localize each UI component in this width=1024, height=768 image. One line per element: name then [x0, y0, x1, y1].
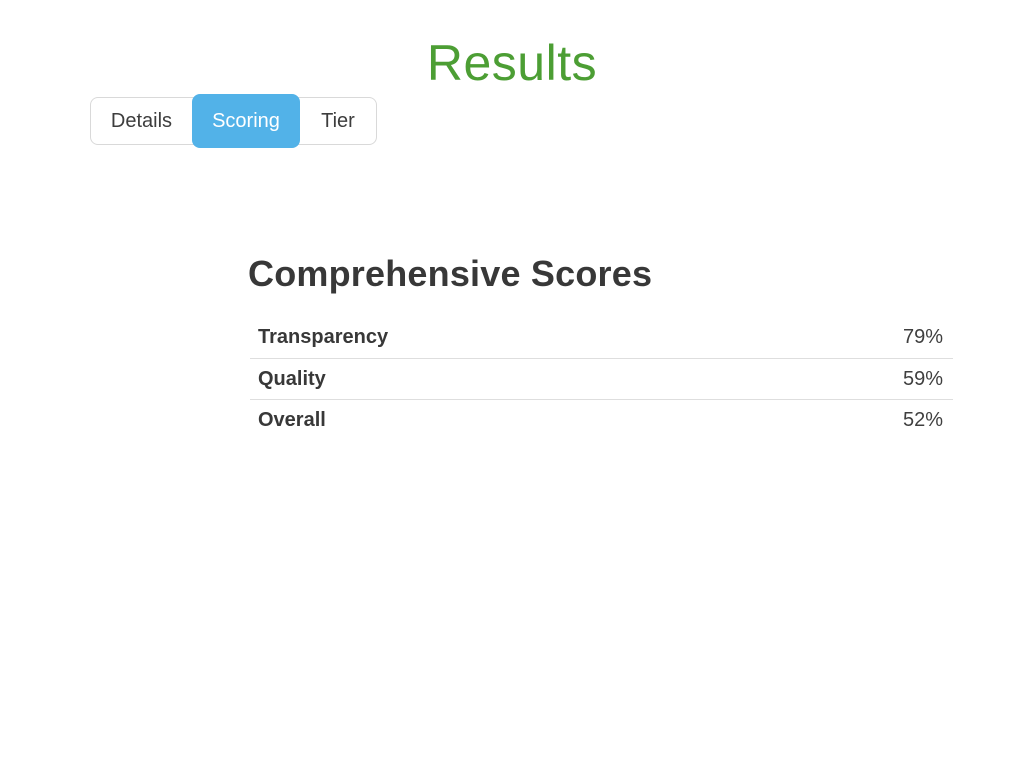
score-row-transparency: Transparency 79%	[250, 317, 953, 358]
score-label: Quality	[258, 367, 326, 390]
score-value: 79%	[902, 326, 943, 348]
scores-table: Transparency 79% Quality 59% Overall 52%	[250, 317, 953, 440]
tab-tier[interactable]: Tier	[300, 98, 376, 144]
score-value: 52%	[902, 408, 943, 431]
score-row-quality: Quality 59%	[250, 358, 953, 399]
score-label: Transparency	[258, 326, 389, 348]
score-label: Overall	[258, 408, 326, 431]
score-row-overall: Overall 52%	[250, 399, 953, 440]
results-tab-bar: Details Scoring Tier	[90, 94, 377, 148]
score-value: 59%	[902, 367, 943, 390]
scoring-panel: Comprehensive Scores Transparency 79% Qu…	[248, 253, 953, 440]
page-title: Results	[426, 35, 598, 91]
tab-details[interactable]: Details	[91, 98, 192, 144]
section-heading: Comprehensive Scores	[248, 253, 653, 294]
tab-scoring[interactable]: Scoring	[192, 94, 300, 148]
